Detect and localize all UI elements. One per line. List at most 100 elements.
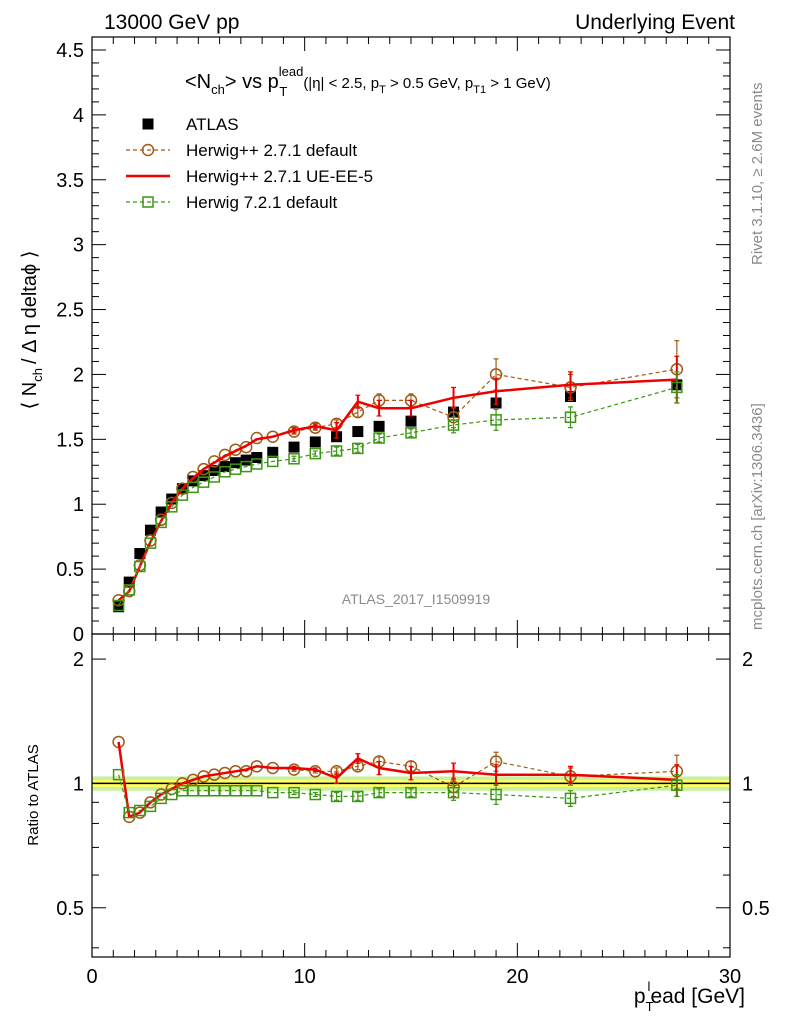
data-point (352, 442, 364, 455)
legend-item: Herwig++ 2.7.1 UE-EE-5 (126, 167, 373, 186)
data-point (176, 489, 189, 501)
data-point (251, 451, 263, 463)
analysis-tag: ATLAS_2017_I1509919 (342, 591, 491, 607)
data-point (405, 427, 417, 439)
y-tick-label: 1 (73, 773, 84, 795)
y-tick-label: 4.5 (56, 40, 84, 62)
data-point (187, 475, 199, 487)
legend: ATLAS Herwig++ 2.7.1 default Herwig++ 2.7.… (126, 115, 373, 212)
data-point (123, 576, 135, 588)
data-point (144, 537, 157, 549)
legend-label: ATLAS (186, 115, 239, 134)
data-point (208, 464, 220, 476)
data-point (288, 786, 300, 799)
series-3 (112, 371, 683, 612)
data-point (330, 790, 343, 803)
data-point (208, 455, 221, 468)
data-point (309, 436, 321, 448)
series-line (118, 386, 677, 606)
data-point (166, 501, 178, 513)
x-tick-label: 20 (506, 966, 528, 988)
data-point (113, 601, 125, 613)
data-point (134, 560, 146, 573)
data-point (230, 457, 242, 469)
data-point (267, 786, 279, 799)
y-tick-label: 2 (73, 364, 84, 386)
data-point (309, 447, 322, 460)
y-tick-label: 1.5 (56, 429, 84, 451)
data-point (267, 446, 279, 458)
legend-marker (142, 196, 154, 208)
legend-marker (142, 118, 154, 130)
legend-label: Herwig++ 2.7.1 default (186, 141, 357, 160)
data-point (309, 788, 322, 801)
y-tick-label: 0 (73, 624, 84, 646)
series-line (118, 368, 677, 601)
data-point (267, 455, 279, 468)
x-axis-label: pTlead [GeV] (634, 979, 745, 1014)
data-point (251, 458, 263, 470)
main-ylabel: ⟨ Nch/ Δ η deltaϕ ⟩ (19, 250, 45, 409)
data-point (198, 470, 210, 482)
data-point (240, 454, 252, 466)
y-tick-label-right: 0.5 (742, 898, 770, 920)
data-point (155, 506, 167, 518)
x-tick-label: 10 (294, 966, 316, 988)
data-point (447, 786, 460, 799)
y-tick-label-right: 2 (742, 649, 753, 671)
data-point (490, 788, 502, 801)
data-point (251, 784, 263, 797)
legend-item: ATLAS (142, 115, 239, 134)
legend-label: Herwig++ 2.7.1 UE-EE-5 (186, 167, 373, 186)
data-point (123, 584, 135, 596)
rivet-label: Rivet 3.1.10, ≥ 2.6M events (749, 83, 766, 266)
data-point (373, 420, 385, 432)
header-right: Underlying Event (575, 11, 735, 34)
y-tick-label: 3.5 (56, 170, 84, 192)
main-title: <Nch> vs plead T (|η| < 2.5, pT > 0.5 GeV,… (185, 64, 551, 99)
data-point (490, 414, 502, 426)
x-tick-label: 0 (86, 966, 97, 988)
data-point (352, 790, 364, 803)
y-tick-label: 4 (73, 105, 84, 127)
header-left: 13000 GeV pp (104, 11, 239, 34)
data-point (373, 432, 385, 444)
x-tick-label: 30 (719, 966, 741, 988)
data-point (144, 800, 157, 813)
data-point (144, 524, 156, 536)
data-point (671, 381, 683, 394)
data-point (197, 462, 210, 476)
series-1 (117, 741, 680, 819)
ratio-panel: 0 10 20 30 0.5 0.5 1 1 2 2 (56, 633, 770, 988)
y-tick-label: 3 (73, 235, 84, 257)
data-point (288, 441, 300, 453)
y-tick-label: 2.5 (56, 300, 84, 322)
legend-item: Herwig++ 2.7.1 default (126, 141, 357, 160)
data-point (564, 792, 577, 805)
main-panel: 0 0.5 1 1.5 2 2.5 3 3.5 4 4.5 (56, 36, 731, 646)
data-point (134, 548, 146, 560)
y-tick-label: 0.5 (56, 559, 84, 581)
y-tick-label: 1 (73, 494, 84, 516)
series-line (117, 378, 677, 602)
data-point (405, 786, 417, 799)
data-point (112, 599, 125, 612)
data-point (352, 426, 364, 438)
data-point (112, 768, 125, 781)
series-2 (112, 768, 683, 819)
series-line (118, 774, 677, 814)
data-point (564, 411, 577, 424)
legend-marker (141, 143, 155, 157)
data-point (447, 419, 460, 431)
data-point (239, 440, 253, 454)
series-0 (113, 379, 683, 613)
y-tick-label: 2 (73, 649, 84, 671)
data-point (405, 415, 417, 427)
data-point (166, 493, 178, 505)
y-tick-label: 0.5 (56, 898, 84, 920)
data-point (671, 779, 683, 791)
data-point (373, 786, 385, 799)
legend-label: Herwig 7.2.1 default (186, 193, 337, 212)
y-tick-label-right: 1 (742, 773, 753, 795)
